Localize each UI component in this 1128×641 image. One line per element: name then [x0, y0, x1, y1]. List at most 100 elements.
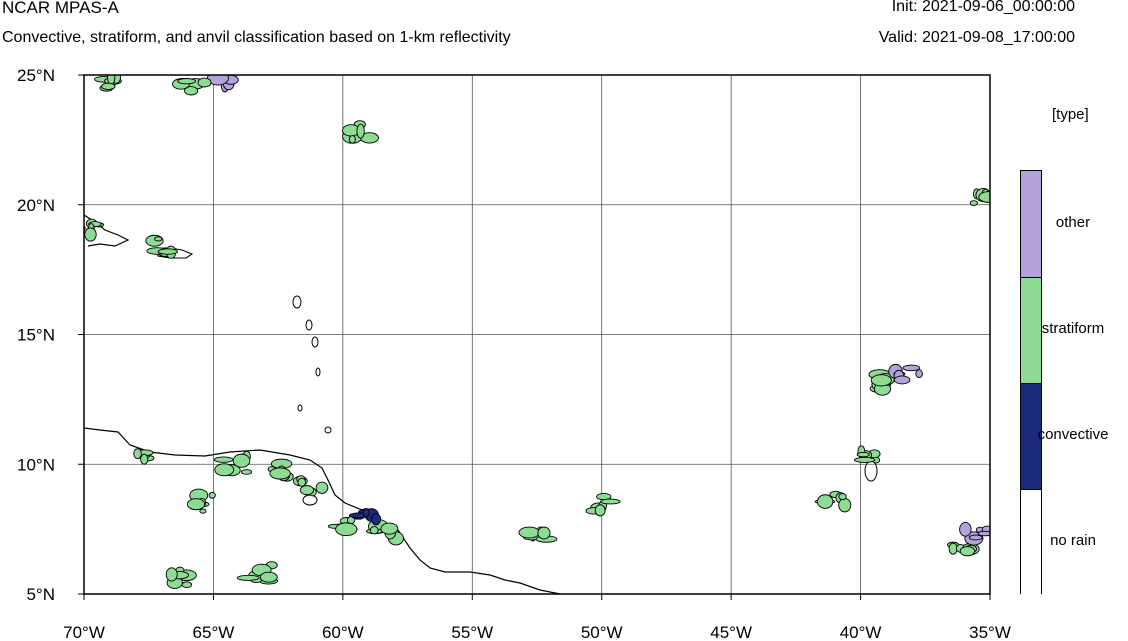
rain-cell: [959, 522, 972, 537]
rain-region-stratiform: [133, 448, 155, 465]
rain-cell: [240, 469, 253, 475]
axis-ticks: 70°W 65°W 60°W 55°W 50°W 45°W 40°W 35°W 25°N 20°N…: [17, 66, 1011, 641]
coastline-south-america: [84, 427, 561, 594]
rain-cell: [133, 448, 142, 460]
legend-swatch-stratiform: [1021, 277, 1041, 384]
rain-region-stratiform: [814, 490, 852, 513]
rain-region-stratiform: [94, 75, 122, 92]
rain-cell: [184, 86, 199, 96]
rain-region-stratiform: [868, 369, 895, 396]
legend-swatch-no-rain: [1021, 489, 1041, 596]
rain-cell: [370, 513, 382, 526]
rain-cell: [157, 248, 178, 255]
rain-cell: [594, 504, 606, 517]
rain-region-other: [959, 522, 990, 546]
rain-cell: [969, 200, 978, 206]
rain-cell: [299, 485, 315, 496]
rain-region-stratiform: [585, 492, 621, 517]
rain-cell: [186, 498, 206, 511]
valid-time: Valid: 2021-09-08_17:00:00: [878, 29, 1075, 46]
rain-cell: [870, 374, 892, 387]
rain-cell: [959, 546, 976, 557]
rain-region-stratiform: [327, 516, 358, 537]
lon-tick-label: 60°W: [322, 623, 364, 641]
rain-cell: [369, 526, 379, 535]
rain-cell: [856, 452, 870, 458]
rain-cell: [177, 78, 196, 85]
rain-cell: [101, 82, 116, 90]
rain-region-stratiform: [145, 234, 178, 259]
rain-region-stratiform: [165, 566, 197, 589]
rain-cell: [978, 191, 990, 203]
rain-cell: [335, 522, 358, 537]
rain-cell: [84, 227, 97, 242]
rain-cell: [817, 494, 834, 509]
lat-tick-label: 20°N: [17, 196, 55, 215]
rain-cell: [297, 477, 306, 487]
lat-tick-label: 15°N: [17, 326, 55, 345]
rain-cell: [838, 497, 852, 513]
lon-tick-label: 45°W: [710, 623, 752, 641]
rain-region-stratiform: [365, 518, 404, 546]
rain-cell: [968, 534, 983, 541]
rain-cell: [236, 574, 260, 581]
plot-subtitle: Convective, stratiform, and anvil classi…: [2, 29, 511, 46]
rain-cell: [600, 498, 621, 505]
rain-region-stratiform: [292, 475, 329, 497]
lon-tick-label: 70°W: [63, 623, 105, 641]
rain-cell: [213, 456, 234, 463]
rain-cell: [315, 481, 329, 494]
legend-label: stratiform: [1041, 320, 1105, 337]
lon-tick-label: 35°W: [969, 623, 1011, 641]
legend-colorbar: [1020, 170, 1042, 596]
rain-cell: [232, 453, 251, 468]
rain-cell: [140, 453, 149, 465]
legend-swatch-convective: [1021, 383, 1041, 490]
rain-cell: [208, 491, 216, 499]
gridlines: [84, 75, 990, 594]
lon-tick-label: 40°W: [840, 623, 882, 641]
rain-cell: [518, 526, 540, 539]
lat-tick-label: 25°N: [17, 66, 55, 85]
rain-region-stratiform: [84, 218, 105, 242]
rain-region-stratiform: [267, 458, 294, 482]
lon-tick-label: 55°W: [451, 623, 493, 641]
rain-cell: [165, 567, 178, 582]
lat-tick-label: 5°N: [26, 585, 55, 604]
rain-cell: [380, 522, 399, 535]
rain-region-stratiform: [969, 188, 990, 206]
rain-cell: [154, 236, 163, 242]
legend-title: [type]: [1052, 106, 1089, 123]
legend-label: convective: [1037, 426, 1109, 443]
rain-cell: [181, 581, 193, 589]
rain-cell: [838, 493, 847, 501]
rain-cell: [107, 75, 116, 85]
rain-cell: [214, 463, 235, 477]
rain-region-stratiform: [342, 120, 379, 144]
rain-region-convective: [348, 507, 382, 526]
rain-cell: [259, 571, 278, 583]
rain-region-other: [888, 363, 923, 385]
legend-label: other: [1055, 214, 1091, 231]
rain-cell: [853, 456, 876, 463]
rain-cell: [199, 508, 207, 514]
rain-cell: [915, 369, 923, 379]
rain-region-stratiform: [186, 488, 216, 514]
lon-tick-label: 65°W: [193, 623, 235, 641]
rain-cell: [948, 542, 958, 555]
rain-region-stratiform: [947, 541, 980, 557]
rain-cell: [362, 507, 370, 518]
rain-cell: [197, 77, 212, 88]
rain-region-stratiform: [853, 445, 881, 464]
rain-cell: [893, 375, 911, 385]
rain-cell: [348, 135, 356, 144]
plot-title: NCAR MPAS-A: [2, 0, 119, 17]
rain-region-stratiform: [236, 561, 279, 585]
rain-cell: [977, 530, 990, 537]
rain-cell: [269, 467, 291, 480]
lat-tick-label: 10°N: [17, 455, 55, 474]
rain-region-stratiform: [172, 77, 212, 96]
init-time: Init: 2021-09-06_00:00:00: [891, 0, 1075, 15]
rain-region-stratiform: [213, 450, 253, 477]
